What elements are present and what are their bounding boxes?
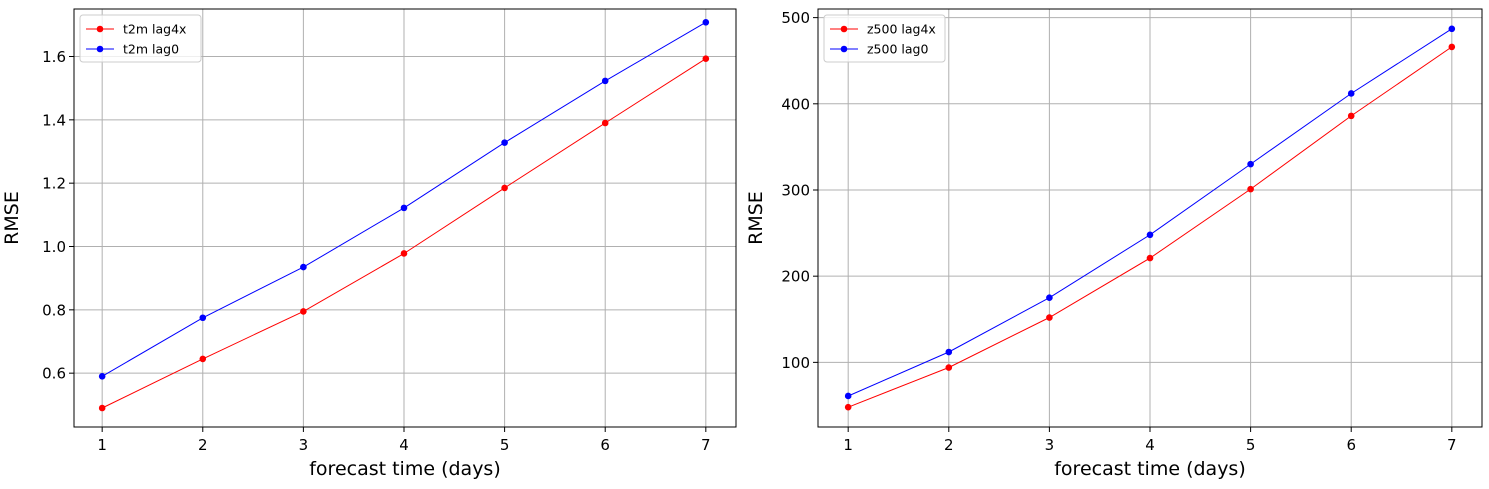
plot-frame — [73, 8, 737, 428]
series-lines — [98, 19, 710, 412]
y-tick-label: 400 — [781, 95, 810, 113]
data-point — [702, 55, 710, 63]
y-tick-label: 0.6 — [42, 365, 66, 383]
axis-ticks: 1 2 3 4 5 6 7 0.6 0.8 1.0 1.2 1.4 1.6 — [42, 48, 710, 454]
y-tick-label: 1.6 — [42, 48, 66, 66]
y-axis-label: RMSE — [745, 191, 767, 245]
data-point — [702, 19, 710, 26]
grid-lines — [818, 9, 1482, 427]
y-tick-label: 100 — [781, 354, 810, 372]
x-tick-label: 1 — [97, 436, 107, 454]
data-point — [1046, 294, 1053, 302]
data-point — [844, 392, 852, 400]
chart-panel-t2m: 1 2 3 4 5 6 7 0.6 0.8 1.0 1.2 1.4 1.6 forecast time … — [1, 8, 737, 480]
data-point — [400, 250, 408, 257]
data-point — [501, 139, 508, 146]
x-tick-label: 7 — [701, 436, 711, 454]
data-point — [300, 308, 307, 315]
legend-box — [823, 14, 946, 63]
legend: z500 lag4x z500 lag0 — [823, 14, 946, 63]
data-point — [1146, 231, 1154, 239]
x-axis-label: forecast time (days) — [1054, 458, 1246, 480]
legend-label: z500 lag4x — [867, 22, 936, 37]
y-tick-label: 1.4 — [42, 111, 66, 129]
legend-label: t2m lag4x — [123, 22, 186, 37]
grid-lines — [74, 9, 736, 427]
data-point — [400, 204, 408, 212]
chart-panel-z500: 1 2 3 4 5 6 7 100 200 300 400 500 forecast time (da… — [745, 8, 1483, 480]
data-point — [98, 373, 106, 380]
legend-entry-1: z500 lag0 — [830, 42, 928, 57]
x-tick-label: 3 — [299, 436, 309, 454]
legend-entry-1: t2m lag0 — [86, 42, 179, 57]
data-point — [300, 263, 307, 271]
y-tick-label: 1.2 — [42, 175, 66, 193]
data-point — [945, 348, 953, 356]
y-tick-label: 300 — [781, 181, 810, 199]
data-point — [1247, 185, 1254, 193]
x-tick-label: 2 — [198, 436, 208, 454]
x-tick-label: 4 — [399, 436, 409, 454]
data-point — [199, 314, 207, 322]
y-axis-label: RMSE — [1, 191, 23, 245]
y-tick-label: 500 — [781, 9, 810, 27]
data-point — [601, 77, 609, 85]
data-point — [501, 184, 508, 192]
legend-marker — [840, 45, 848, 53]
x-tick-label: 4 — [1145, 436, 1155, 454]
legend-entry-0: t2m lag4x — [86, 22, 186, 37]
axis-ticks: 1 2 3 4 5 6 7 100 200 300 400 500 — [781, 9, 1456, 454]
data-point — [1448, 25, 1456, 33]
y-tick-label: 200 — [781, 268, 810, 286]
y-tick-label: 1.0 — [42, 238, 66, 256]
x-tick-label: 2 — [944, 436, 954, 454]
data-point — [601, 119, 609, 127]
data-point — [1347, 90, 1355, 97]
legend-entry-0: z500 lag4x — [830, 22, 936, 37]
data-point — [199, 355, 207, 363]
x-tick-label: 6 — [600, 436, 610, 454]
legend-label: z500 lag0 — [867, 42, 928, 57]
data-point — [1247, 160, 1254, 168]
legend-marker — [96, 25, 104, 33]
data-point — [1046, 314, 1053, 321]
legend-label: t2m lag0 — [123, 42, 179, 57]
x-tick-label: 5 — [500, 436, 510, 454]
x-tick-label: 6 — [1346, 436, 1356, 454]
data-point — [98, 404, 106, 412]
data-point — [1146, 254, 1154, 262]
data-point — [945, 364, 953, 371]
legend-box — [79, 14, 202, 63]
x-tick-label: 7 — [1447, 436, 1457, 454]
y-tick-label: 0.8 — [42, 301, 66, 319]
x-tick-label: 5 — [1246, 436, 1256, 454]
data-point — [1347, 112, 1355, 120]
legend: t2m lag4x t2m lag0 — [79, 14, 202, 63]
series-lines — [844, 25, 1456, 411]
data-point — [844, 403, 852, 411]
legend-marker — [840, 25, 848, 33]
legend-marker — [96, 45, 104, 53]
data-point — [1448, 43, 1456, 51]
x-tick-label: 3 — [1045, 436, 1055, 454]
x-tick-label: 1 — [843, 436, 853, 454]
x-axis-label: forecast time (days) — [309, 458, 501, 480]
